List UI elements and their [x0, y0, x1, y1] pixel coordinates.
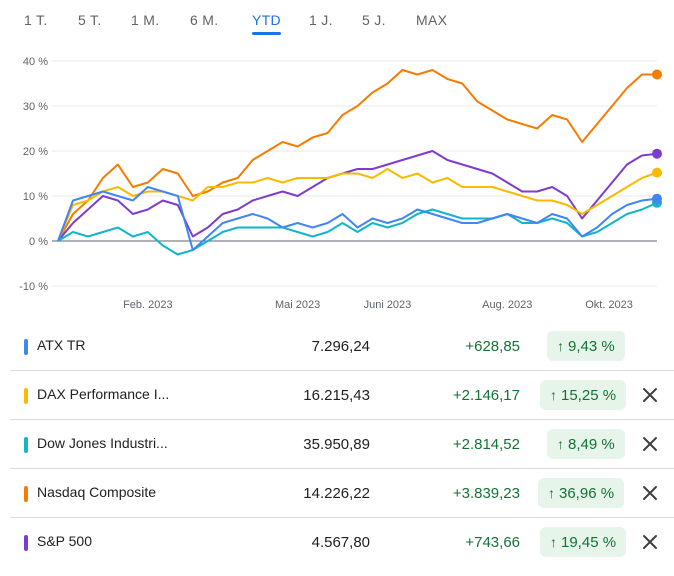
- x-tick-label: Juni 2023: [364, 299, 412, 311]
- index-name: DAX Performance I...: [37, 386, 170, 402]
- arrow-up-icon: ↑: [550, 387, 557, 403]
- tab-5-days[interactable]: 5 T.: [78, 12, 102, 28]
- remove-comparison-button[interactable]: [638, 432, 662, 456]
- series-endpoint: [652, 69, 662, 80]
- list-item[interactable]: ATX TR 7.296,24 +628,85 ↑ 9,43 %: [10, 322, 674, 371]
- tab-ytd[interactable]: YTD: [252, 12, 281, 35]
- tab-label: 1 M.: [131, 12, 160, 28]
- percent-value: 15,25 %: [561, 387, 617, 404]
- list-item[interactable]: Dow Jones Industri... 35.950,89 +2.814,5…: [10, 420, 674, 469]
- close-icon: [643, 437, 657, 451]
- percent-change-badge: ↑ 15,25 %: [540, 380, 627, 410]
- index-change: +2.814,52: [452, 436, 520, 453]
- index-change: +743,66: [465, 534, 520, 551]
- arrow-up-icon: ↑: [550, 534, 557, 550]
- x-tick-label: Mai 2023: [275, 299, 320, 311]
- tab-6-months[interactable]: 6 M.: [190, 12, 218, 28]
- x-tick-label: Okt. 2023: [585, 299, 633, 311]
- remove-comparison-button[interactable]: [638, 481, 662, 505]
- list-item[interactable]: Nasdaq Composite 14.226,22 +3.839,23 ↑ 36…: [10, 469, 674, 518]
- y-tick-label: 30 %: [23, 101, 48, 113]
- list-item[interactable]: DAX Performance I... 16.215,43 +2.146,17…: [10, 371, 674, 420]
- series-color-swatch: [24, 388, 28, 404]
- series-line: [57, 150, 658, 242]
- close-icon: [643, 486, 657, 500]
- series-color-swatch: [24, 437, 28, 453]
- tab-label: 1 T.: [24, 12, 48, 28]
- tab-1-day[interactable]: 1 T.: [24, 12, 48, 28]
- index-name: Dow Jones Industri...: [37, 435, 168, 451]
- x-tick-label: Feb. 2023: [123, 299, 173, 311]
- y-tick-label: -10 %: [19, 281, 48, 293]
- percent-change-badge: ↑ 9,43 %: [547, 331, 625, 361]
- time-range-tabs: 1 T. 5 T. 1 M. 6 M. YTD 1 J. 5 J. MAX: [0, 0, 674, 40]
- series-line: [57, 168, 658, 242]
- series-color-swatch: [24, 535, 28, 551]
- index-price: 35.950,89: [303, 436, 370, 453]
- percent-value: 8,49 %: [568, 436, 615, 453]
- series-line: [57, 201, 658, 256]
- y-tick-label: 0 %: [29, 236, 48, 248]
- tab-label: 5 T.: [78, 12, 102, 28]
- close-icon: [643, 388, 657, 402]
- series-endpoint: [652, 148, 662, 159]
- comparison-chart[interactable]: 40 % 30 % 20 % 10 % 0 % -10 % Feb. 2023 Mai 202…: [0, 40, 674, 320]
- index-price: 14.226,22: [303, 485, 370, 502]
- index-price: 4.567,80: [311, 534, 370, 551]
- tab-5-years[interactable]: 5 J.: [362, 12, 386, 28]
- percent-change-badge: ↑ 36,96 %: [538, 478, 625, 508]
- close-icon: [643, 535, 657, 549]
- chart-svg: 40 % 30 % 20 % 10 % 0 % -10 % Feb. 2023 Mai 202…: [19, 56, 662, 311]
- index-name: Nasdaq Composite: [37, 484, 157, 500]
- tab-max[interactable]: MAX: [416, 12, 447, 28]
- y-tick-label: 40 %: [23, 56, 48, 68]
- remove-comparison-button[interactable]: [638, 383, 662, 407]
- remove-comparison-button[interactable]: [638, 530, 662, 554]
- arrow-up-icon: ↑: [548, 485, 555, 501]
- tab-label: 5 J.: [362, 12, 386, 28]
- series-line: [57, 186, 658, 251]
- index-price: 16.215,43: [303, 387, 370, 404]
- tab-1-year[interactable]: 1 J.: [309, 12, 333, 28]
- percent-value: 9,43 %: [568, 338, 615, 355]
- series-line: [57, 69, 657, 242]
- index-change: +628,85: [465, 338, 520, 355]
- percent-value: 19,45 %: [561, 534, 617, 551]
- x-tick-label: Aug. 2023: [482, 299, 532, 311]
- y-tick-label: 10 %: [23, 191, 48, 203]
- percent-change-badge: ↑ 19,45 %: [540, 527, 627, 557]
- tab-label: YTD: [252, 12, 281, 28]
- percent-change-badge: ↑ 8,49 %: [547, 429, 625, 459]
- index-price: 7.296,24: [311, 338, 370, 355]
- arrow-up-icon: ↑: [557, 338, 564, 354]
- y-tick-label: 20 %: [23, 146, 48, 158]
- active-tab-indicator: [252, 32, 281, 35]
- index-name: ATX TR: [37, 337, 86, 353]
- tab-label: MAX: [416, 12, 448, 28]
- tab-label: 6 M.: [190, 12, 219, 28]
- index-change: +2.146,17: [452, 387, 520, 404]
- series-endpoint: [652, 193, 662, 204]
- arrow-up-icon: ↑: [557, 436, 564, 452]
- series-endpoint: [652, 167, 662, 178]
- series-color-swatch: [24, 339, 28, 355]
- index-change: +3.839,23: [452, 485, 520, 502]
- series-color-swatch: [24, 486, 28, 502]
- index-name: S&P 500: [37, 533, 93, 549]
- tab-1-month[interactable]: 1 M.: [131, 12, 159, 28]
- tab-label: 1 J.: [309, 12, 333, 28]
- percent-value: 36,96 %: [559, 485, 615, 502]
- list-item[interactable]: S&P 500 4.567,80 +743,66 ↑ 19,45 %: [10, 518, 674, 567]
